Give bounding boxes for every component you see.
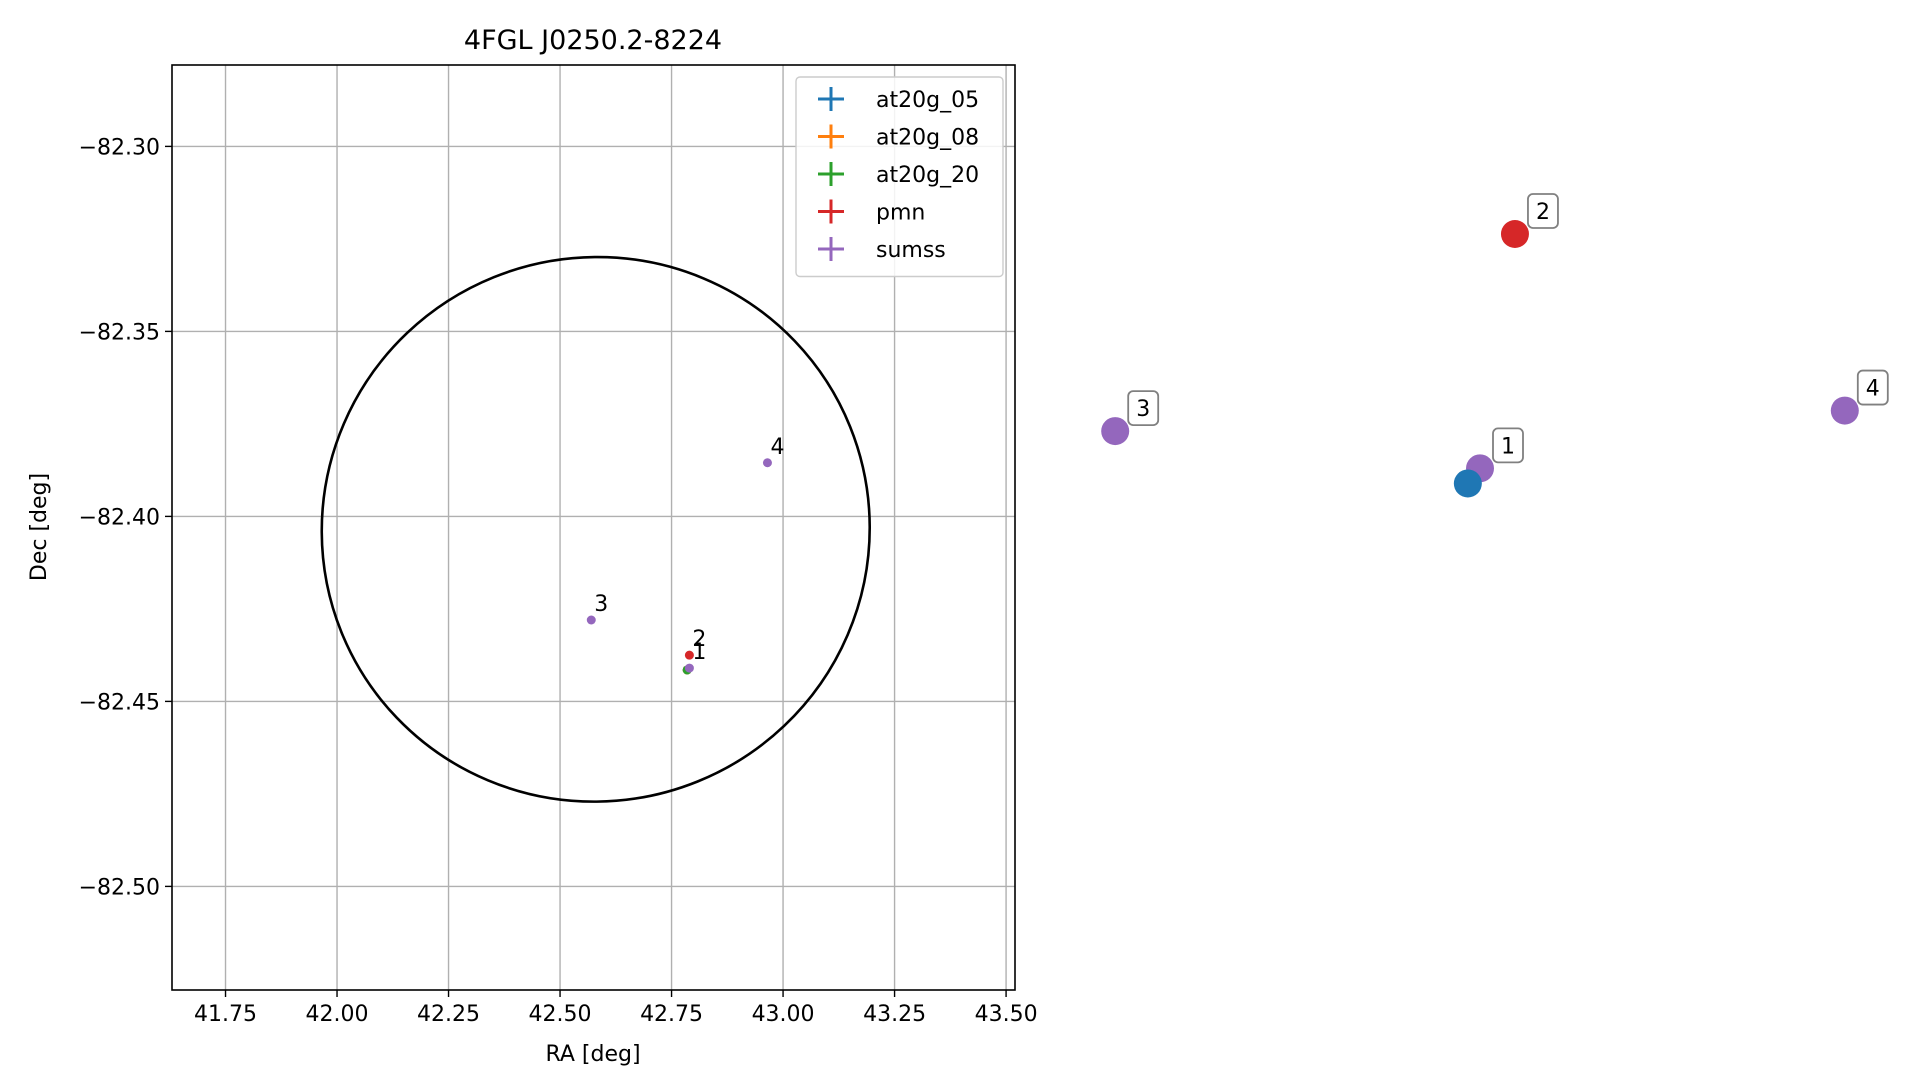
legend-label: at20g_05 — [876, 88, 979, 113]
legend-entry: at20g_20 — [818, 162, 979, 188]
y-axis-label: Dec [deg] — [27, 473, 52, 581]
source-label: 1 — [692, 640, 706, 665]
x-axis-label: RA [deg] — [545, 1042, 640, 1067]
y-tick-label: −82.35 — [79, 320, 160, 345]
localization-ellipse — [320, 255, 872, 803]
legend-entry: pmn — [818, 199, 925, 226]
legend-label: sumss — [876, 238, 946, 263]
y-tick-label: −82.50 — [79, 875, 160, 900]
side-source-label: 2 — [1536, 200, 1550, 225]
legend-label: at20g_20 — [876, 163, 979, 188]
y-tick-label: −82.40 — [79, 505, 160, 530]
data-points: 12 3 4 — [586, 435, 784, 675]
source-label: 2 — [692, 627, 706, 652]
main-plot: 12 3 4 41.75 42.00 42.25 42.50 42.75 43.00 43.25… — [27, 25, 1038, 1067]
source-label: 3 — [594, 592, 608, 617]
legend-label: at20g_08 — [876, 126, 979, 151]
y-tick-label: −82.45 — [79, 690, 160, 715]
x-axis-ticks: 41.75 42.00 42.25 42.50 42.75 43.00 43.25 43.50 — [194, 990, 1038, 1027]
side-source-point — [1830, 396, 1859, 425]
side-source-label: 4 — [1866, 377, 1880, 402]
side-source-label: 1 — [1501, 434, 1515, 459]
x-tick-label: 41.75 — [194, 1002, 257, 1027]
legend-entry: sumss — [818, 237, 946, 263]
x-tick-label: 42.75 — [640, 1002, 703, 1027]
side-label-box — [1856, 369, 1889, 406]
source-point-pmn — [684, 650, 694, 660]
error-ellipse — [320, 255, 872, 803]
side-label-box — [1127, 390, 1160, 427]
chart-title: 4FGL J0250.2-8224 — [464, 25, 722, 56]
side-label-box — [1492, 427, 1524, 464]
plot-frame — [171, 64, 1016, 991]
x-tick-label: 42.25 — [417, 1002, 480, 1027]
side-source-point — [1101, 417, 1130, 446]
y-axis-ticks: −82.30 −82.35 −82.40 −82.45 −82.50 — [79, 135, 172, 900]
side-panel-plot: 1 2 3 4 — [1101, 193, 1889, 498]
x-tick-label: 43.00 — [752, 1002, 815, 1027]
source-label: 4 — [770, 435, 784, 460]
legend-entry: at20g_05 — [818, 87, 979, 113]
legend-label: pmn — [876, 201, 925, 226]
side-source-label: 3 — [1136, 397, 1150, 422]
x-tick-label: 42.00 — [306, 1002, 369, 1027]
x-tick-label: 43.25 — [863, 1002, 926, 1027]
source-point-sumss — [762, 458, 772, 468]
source-point-sumss — [586, 615, 596, 625]
side-source-point — [1500, 220, 1529, 248]
side-source-point — [1453, 469, 1482, 498]
legend-entry: at20g_08 — [818, 124, 979, 151]
y-tick-label: −82.30 — [79, 135, 160, 160]
x-tick-label: 43.50 — [975, 1002, 1038, 1027]
legend-frame — [795, 76, 1004, 278]
grid — [172, 65, 1015, 990]
source-point-sumss — [684, 663, 694, 673]
side-label-box — [1527, 193, 1559, 229]
x-tick-label: 42.50 — [529, 1002, 592, 1027]
